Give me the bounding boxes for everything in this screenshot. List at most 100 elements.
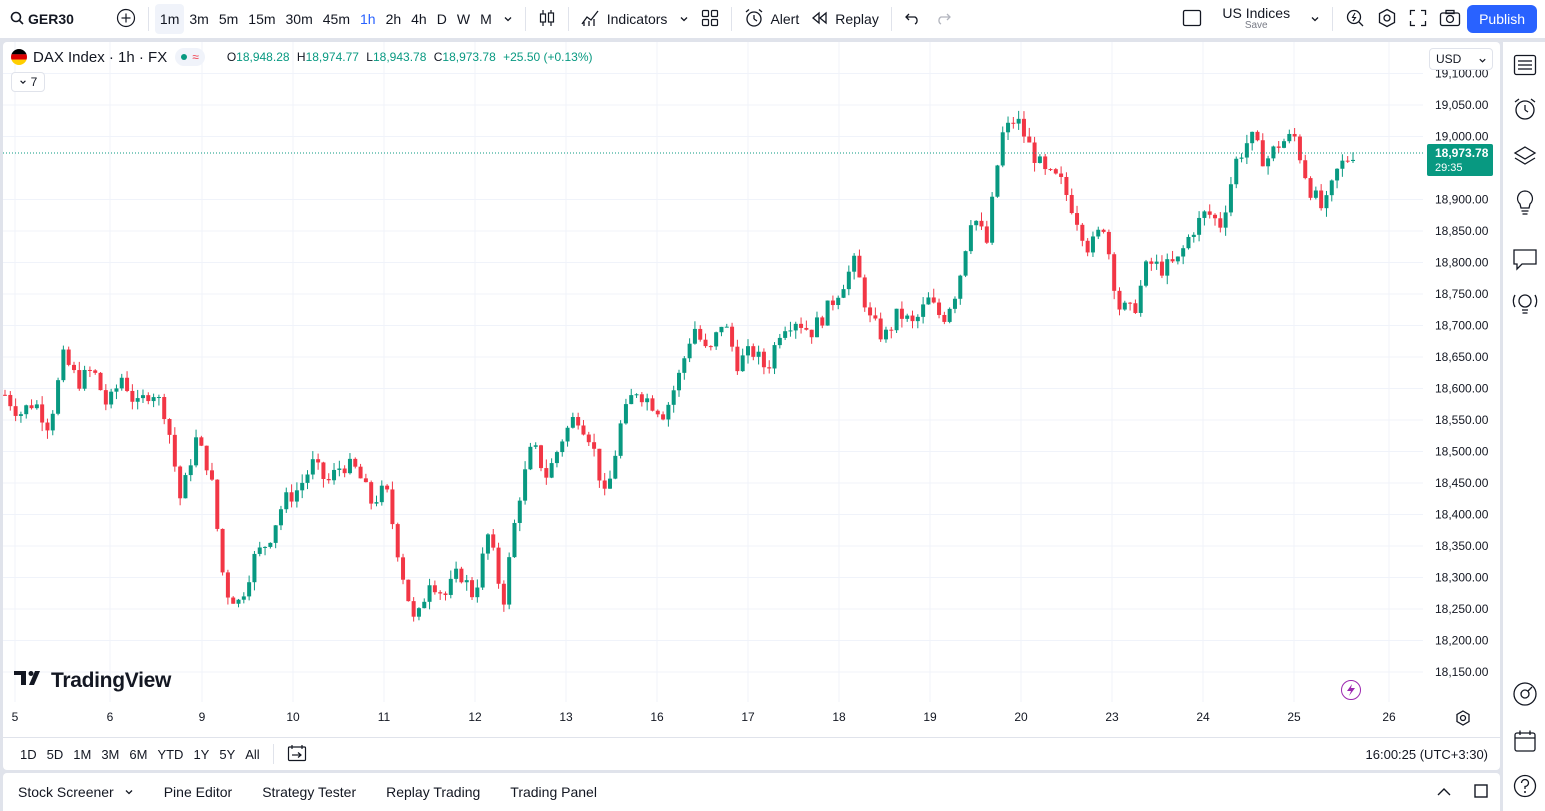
layout-save-button[interactable]: US Indices Save (1208, 4, 1304, 34)
interval-1h[interactable]: 1h (359, 11, 376, 27)
interval-m[interactable]: M (480, 11, 492, 27)
goto-date-button[interactable] (282, 744, 312, 765)
ohlc-values: O18,948.28 H18,974.77 L18,943.78 C18,973… (226, 50, 593, 64)
interval-30m[interactable]: 30m (285, 11, 313, 27)
candle-body (639, 394, 644, 403)
tab-stock-screener[interactable]: Stock Screener (3, 784, 149, 800)
candle-body (586, 434, 591, 443)
fullscreen-button[interactable] (1403, 4, 1433, 34)
candle-body (247, 582, 252, 597)
candle-body (1303, 160, 1308, 179)
price-tick-label: 19,050.00 (1435, 98, 1489, 112)
tab-replay-trading[interactable]: Replay Trading (386, 784, 481, 800)
help-button[interactable] (1512, 774, 1538, 801)
interval-1m[interactable]: 1m (154, 4, 185, 34)
compare-symbol-button[interactable] (110, 4, 142, 34)
expand-panel-button[interactable] (1426, 784, 1462, 800)
tradingview-watermark[interactable]: TradingView (13, 668, 171, 693)
market-status[interactable]: ≈ (175, 48, 205, 66)
candle-body (146, 395, 151, 402)
interval-d[interactable]: D (436, 11, 447, 27)
candle-body (401, 557, 406, 580)
alert-button[interactable]: Alert (738, 4, 805, 34)
speedometer-button[interactable] (1512, 681, 1538, 709)
tab-pine-editor[interactable]: Pine Editor (163, 784, 233, 800)
layouts-button[interactable] (695, 4, 725, 34)
candle-body (178, 466, 183, 499)
layout-dropdown-button[interactable] (1304, 4, 1326, 34)
symbol-search[interactable]: GER30 (0, 4, 80, 34)
flash-event-icon[interactable] (1341, 680, 1361, 700)
redo-button[interactable] (928, 4, 958, 34)
interval-dropdown-button[interactable] (497, 4, 519, 34)
maximize-icon (1474, 783, 1488, 801)
range-1y[interactable]: 1Y (193, 746, 210, 762)
candle-body (1096, 229, 1101, 237)
candle-body (109, 391, 114, 405)
interval-4h[interactable]: 4h (411, 11, 427, 27)
candle-body (878, 318, 883, 340)
candle-body (395, 524, 400, 558)
tab-trading-panel[interactable]: Trading Panel (510, 784, 597, 800)
interval-45m[interactable]: 45m (322, 11, 350, 27)
candle-body (448, 578, 453, 595)
range-5y[interactable]: 5Y (219, 746, 236, 762)
indicators-button[interactable]: Indicators (575, 4, 674, 34)
tab-strategy-tester[interactable]: Strategy Tester (262, 784, 357, 800)
range-3m[interactable]: 3M (101, 746, 120, 762)
chats-button[interactable] (1512, 248, 1538, 274)
range-1d[interactable]: 1D (20, 746, 37, 762)
candle-body (544, 468, 549, 478)
chart-type-button[interactable] (532, 4, 562, 34)
candle-body (910, 315, 915, 322)
price-tick-label: 18,900.00 (1435, 193, 1489, 207)
range-5d[interactable]: 5D (46, 746, 64, 762)
indicators-collapse-button[interactable]: 7 (11, 72, 45, 92)
time-axis-settings-button[interactable] (1455, 710, 1471, 731)
calendar-button[interactable] (1512, 730, 1538, 756)
replay-button[interactable]: Replay (805, 4, 885, 34)
range-ytd[interactable]: YTD (157, 746, 184, 762)
watchlist-button[interactable] (1512, 54, 1538, 80)
candle-body (156, 397, 161, 399)
candlestick-chart[interactable]: 19,100.00 19,050.00 19,000.00 18,900.00 18,8… (3, 42, 1500, 737)
candle-body (554, 452, 559, 464)
alerts-panel-button[interactable] (1512, 97, 1538, 124)
candle-body (1175, 256, 1180, 262)
candle-body (682, 358, 687, 373)
range-all[interactable]: All (245, 746, 260, 762)
candle-body (730, 326, 735, 347)
currency-select[interactable]: USD (1429, 48, 1493, 70)
candle-body (130, 390, 135, 402)
settings-button[interactable] (1371, 4, 1403, 34)
chart-clock[interactable]: 16:00:25 (UTC+3:30) (1365, 746, 1488, 762)
candle-body (804, 327, 809, 330)
ideas-button[interactable] (1512, 189, 1538, 217)
range-1m[interactable]: 1M (73, 746, 92, 762)
maximize-panel-button[interactable] (1462, 783, 1500, 801)
candle-body (915, 316, 920, 322)
candle-body (899, 308, 904, 319)
price-tick-label: 19,000.00 (1435, 130, 1489, 144)
interval-5m[interactable]: 5m (218, 11, 239, 27)
symbol-title[interactable]: DAX Index · 1h · FX (33, 48, 168, 66)
quick-search-button[interactable] (1339, 4, 1371, 34)
chart-pane[interactable]: 19,100.00 19,050.00 19,000.00 18,900.00 18,8… (3, 42, 1500, 770)
candle-body (231, 597, 236, 604)
indicators-dropdown-button[interactable] (673, 4, 695, 34)
interval-3m[interactable]: 3m (189, 11, 209, 27)
interval-15m[interactable]: 15m (248, 11, 276, 27)
layout-checkbox[interactable] (1176, 4, 1208, 34)
undo-button[interactable] (898, 4, 928, 34)
news-flow-button[interactable] (1512, 292, 1538, 318)
time-tick-label: 24 (1196, 710, 1210, 724)
snapshot-button[interactable] (1433, 4, 1467, 34)
publish-button[interactable]: Publish (1467, 5, 1537, 33)
range-6m[interactable]: 6M (129, 746, 148, 762)
interval-w[interactable]: W (456, 11, 471, 27)
candle-body (724, 326, 729, 328)
interval-2h[interactable]: 2h (385, 11, 402, 27)
price-tick-label: 18,400.00 (1435, 508, 1489, 522)
object-tree-button[interactable] (1512, 145, 1538, 171)
candle-body (1186, 236, 1191, 249)
